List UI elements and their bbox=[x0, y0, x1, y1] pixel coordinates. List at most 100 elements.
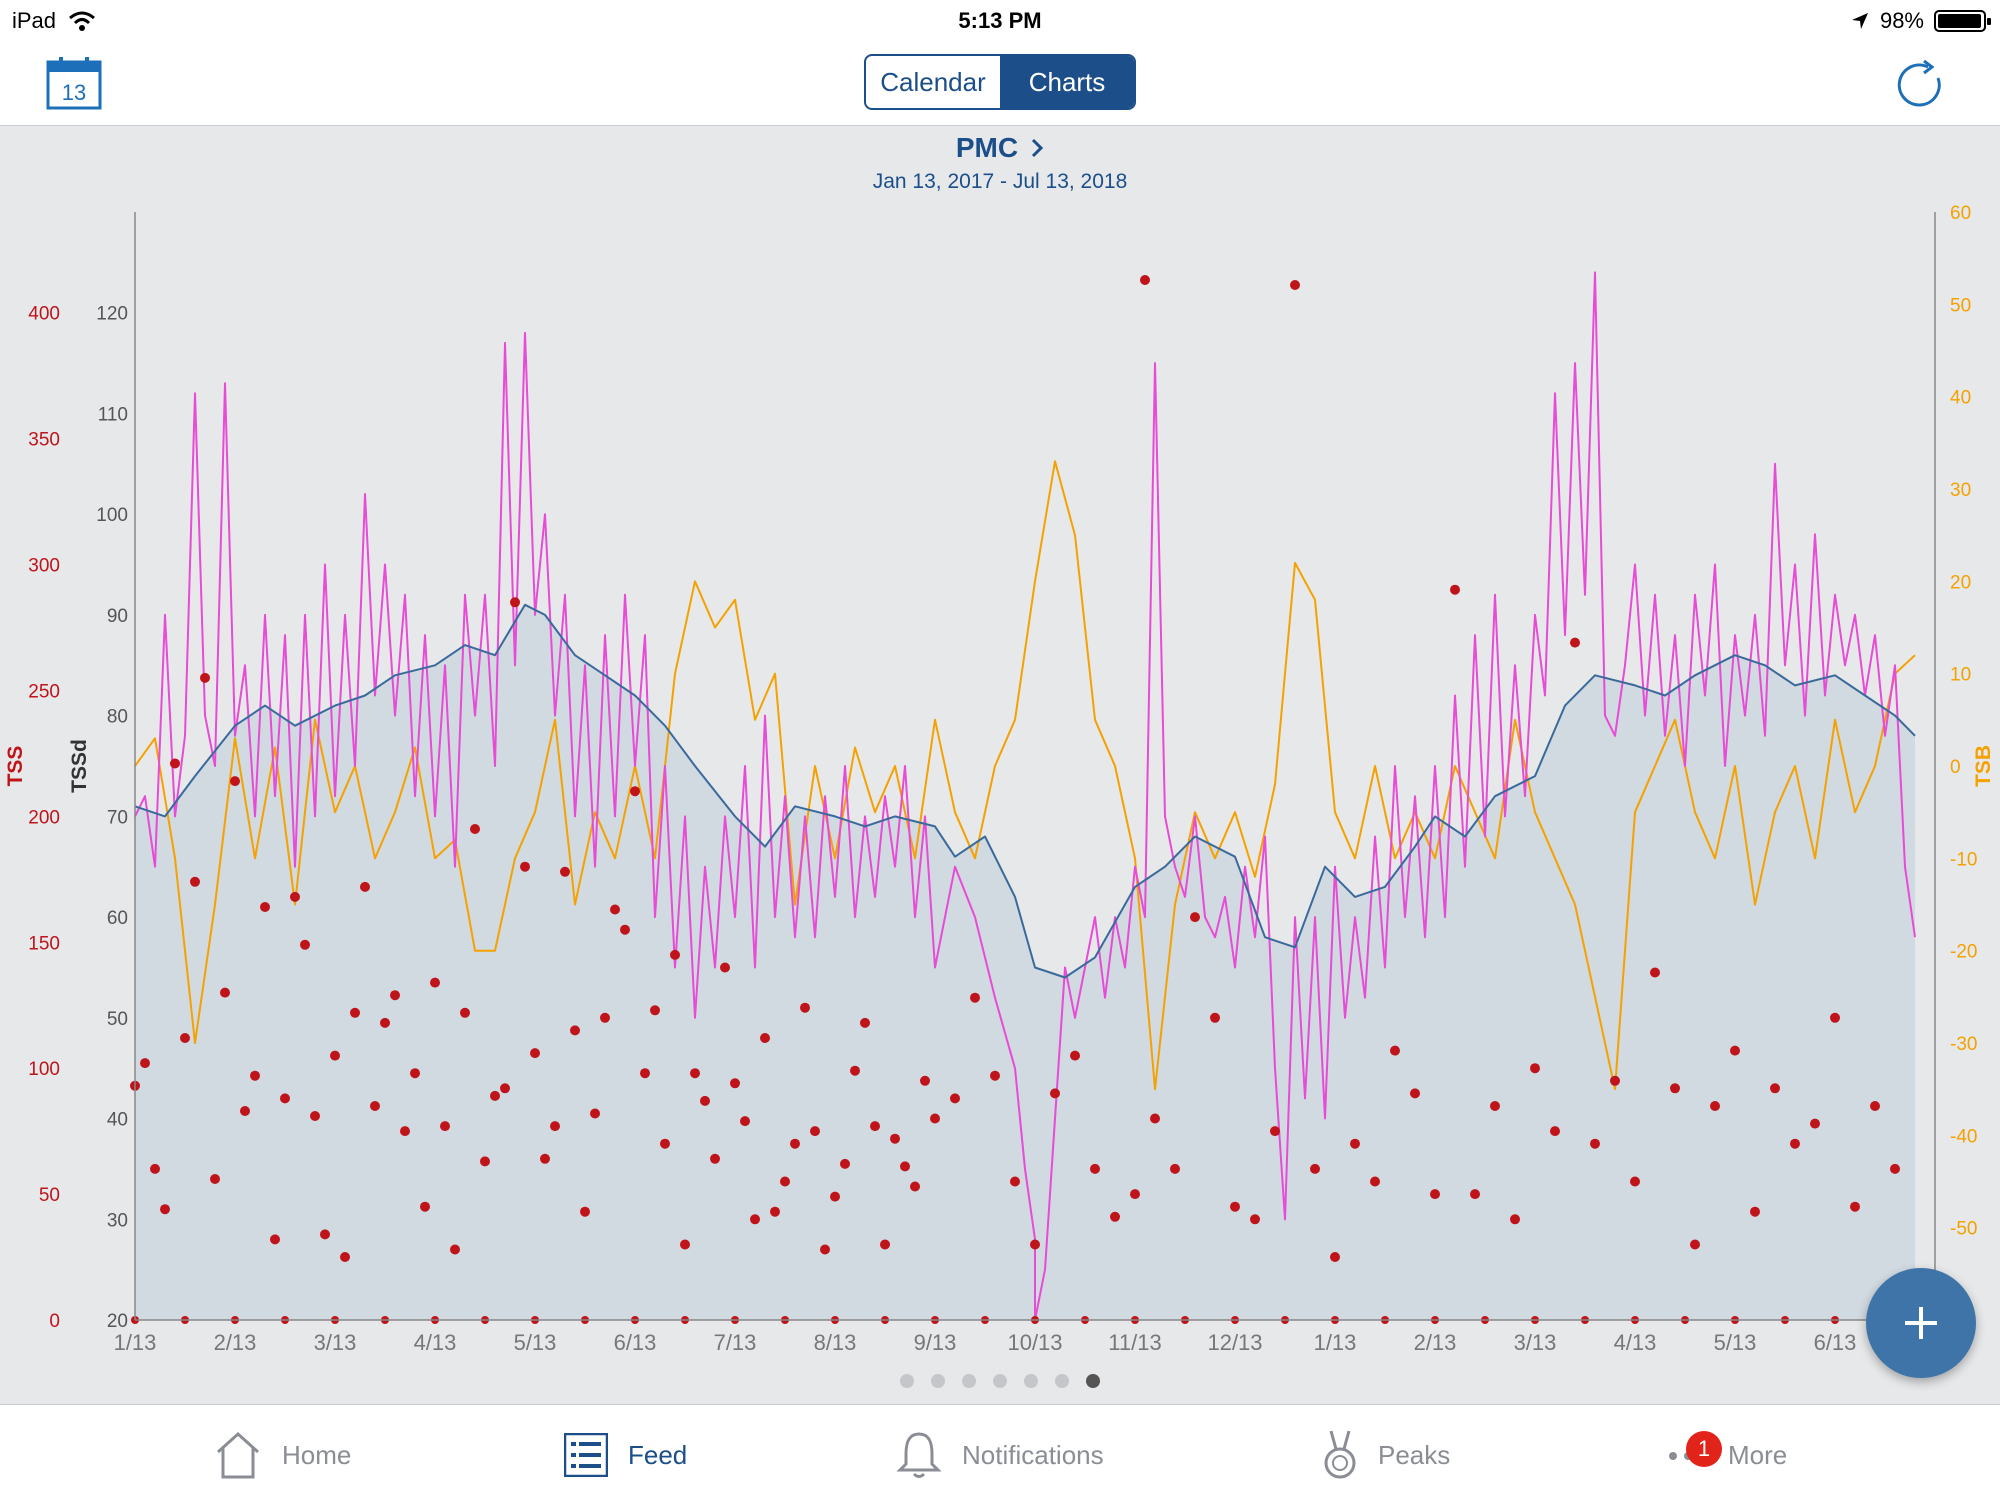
chart-title-button[interactable]: PMC bbox=[956, 132, 1044, 164]
tssd-tick-label: 70 bbox=[107, 807, 128, 828]
tss-point bbox=[1070, 1050, 1080, 1061]
tss-point bbox=[590, 1108, 600, 1119]
tab-home[interactable]: Home bbox=[214, 1427, 351, 1483]
status-left: iPad bbox=[12, 8, 96, 34]
page-dot[interactable] bbox=[931, 1374, 945, 1388]
tssd-tick-label: 90 bbox=[107, 606, 128, 627]
page-dot[interactable] bbox=[900, 1374, 914, 1388]
tss-point bbox=[360, 881, 370, 892]
x-tick-label: 3/13 bbox=[1514, 1330, 1557, 1355]
refresh-button[interactable] bbox=[1894, 58, 1948, 112]
calendar-icon: 13 bbox=[46, 57, 102, 110]
tss-point bbox=[1850, 1201, 1860, 1212]
chevron-right-icon bbox=[1032, 138, 1044, 158]
page-dot[interactable] bbox=[1055, 1374, 1069, 1388]
tss-point bbox=[310, 1111, 320, 1121]
calendar-button[interactable]: 13 bbox=[46, 56, 102, 110]
tss-point bbox=[1190, 912, 1200, 923]
tss-tick-label: 300 bbox=[28, 556, 60, 577]
tss-point bbox=[340, 1252, 350, 1262]
tssd-tick-label: 100 bbox=[96, 505, 128, 526]
battery-percent: 98% bbox=[1879, 8, 1924, 33]
tss-point bbox=[1670, 1083, 1680, 1094]
tss-point bbox=[1370, 1176, 1380, 1187]
tss-point bbox=[1350, 1138, 1360, 1149]
tss-point bbox=[790, 1138, 800, 1149]
tss-point bbox=[650, 1005, 660, 1016]
tab-more[interactable]: 1 More bbox=[1668, 1427, 1787, 1483]
tss-point bbox=[820, 1244, 830, 1255]
tss-point bbox=[1630, 1176, 1640, 1187]
tss-point bbox=[1230, 1201, 1240, 1212]
chart-date-range: Jan 13, 2017 - Jul 13, 2018 bbox=[872, 170, 1128, 193]
segment-calendar[interactable]: Calendar bbox=[880, 66, 986, 97]
tss-point bbox=[450, 1244, 460, 1255]
tab-notifications[interactable]: Notifications bbox=[896, 1427, 1104, 1483]
tss-point bbox=[670, 949, 680, 960]
tss-point bbox=[1390, 1045, 1400, 1056]
tss-point bbox=[810, 1126, 820, 1137]
chart-header: PMC Jan 13, 2017 - Jul 13, 2018 bbox=[0, 132, 2000, 194]
x-tick-label: 11/13 bbox=[1108, 1330, 1161, 1355]
pmc-chart[interactable]: 0501001502002503003504002030405060708090… bbox=[0, 190, 2000, 1370]
x-tick-label: 3/13 bbox=[314, 1330, 357, 1355]
tss-point bbox=[720, 962, 730, 973]
tab-feed[interactable]: Feed bbox=[564, 1427, 687, 1483]
tss-point bbox=[1650, 967, 1660, 978]
tab-peaks[interactable]: Peaks bbox=[1322, 1427, 1450, 1483]
tss-point bbox=[680, 1239, 690, 1250]
tss-point bbox=[300, 939, 310, 950]
tss-point bbox=[350, 1007, 360, 1018]
tsb-tick-label: -10 bbox=[1950, 849, 1977, 870]
tss-axis-title: TSS bbox=[4, 746, 27, 787]
tsb-tick-label: 50 bbox=[1950, 295, 1971, 316]
page-dot[interactable] bbox=[1024, 1374, 1038, 1388]
tss-point bbox=[750, 1214, 760, 1225]
tss-point bbox=[1790, 1138, 1800, 1149]
tss-point bbox=[660, 1138, 670, 1149]
tss-point bbox=[1410, 1088, 1420, 1099]
tss-point bbox=[990, 1070, 1000, 1081]
tss-point bbox=[440, 1121, 450, 1132]
tssd-tick-label: 50 bbox=[107, 1009, 128, 1030]
battery-level bbox=[1938, 14, 1982, 28]
status-bar: iPad 5:13 PM 98% bbox=[0, 0, 2000, 40]
tss-point bbox=[1770, 1083, 1780, 1094]
x-tick-label: 2/13 bbox=[214, 1330, 257, 1355]
series-tsb-line bbox=[134, 460, 1916, 1091]
tsb-tick-label: 10 bbox=[1950, 665, 1971, 686]
bell-icon bbox=[896, 1432, 942, 1478]
tss-point bbox=[880, 1239, 890, 1250]
tss-point bbox=[1750, 1206, 1760, 1217]
page-dot[interactable] bbox=[1086, 1374, 1100, 1388]
tss-point bbox=[530, 1048, 540, 1059]
tsb-tick-label: 20 bbox=[1950, 572, 1971, 593]
x-tick-label: 7/13 bbox=[714, 1330, 757, 1355]
tss-point bbox=[850, 1065, 860, 1076]
tss-point bbox=[160, 1204, 170, 1215]
page-dot[interactable] bbox=[993, 1374, 1007, 1388]
view-segmented-control: Calendar Charts bbox=[864, 54, 1136, 110]
tss-point bbox=[610, 904, 620, 915]
x-tick-label: 2/13 bbox=[1414, 1330, 1457, 1355]
tss-point bbox=[1450, 584, 1460, 595]
tss-point bbox=[900, 1161, 910, 1172]
tss-point bbox=[770, 1206, 780, 1217]
x-tick-label: 5/13 bbox=[1714, 1330, 1757, 1355]
segment-charts[interactable]: Charts bbox=[1000, 56, 1134, 108]
tss-point bbox=[600, 1012, 610, 1023]
tss-point bbox=[620, 924, 630, 935]
tss-point bbox=[220, 987, 230, 998]
tss-point bbox=[1430, 1189, 1440, 1200]
tss-tick-label: 0 bbox=[49, 1311, 60, 1332]
tssd-tick-label: 40 bbox=[107, 1110, 128, 1131]
page-dot[interactable] bbox=[962, 1374, 976, 1388]
add-button[interactable] bbox=[1866, 1268, 1976, 1378]
tss-point bbox=[840, 1158, 850, 1169]
page-indicator[interactable] bbox=[0, 1374, 2000, 1388]
tss-point bbox=[780, 1176, 790, 1187]
tss-point bbox=[400, 1126, 410, 1137]
tss-point bbox=[460, 1007, 470, 1018]
tss-tick-label: 350 bbox=[28, 430, 60, 451]
